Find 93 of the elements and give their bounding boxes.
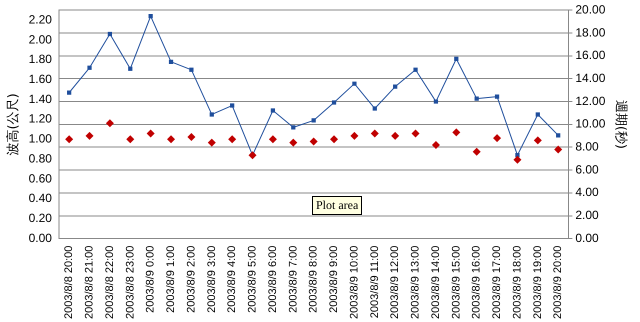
y2-tick-label: 16.00: [575, 48, 606, 62]
y2-tick-label: 10.00: [575, 116, 606, 131]
point: [148, 14, 153, 18]
y2-axis-title: 週期(秒): [612, 100, 628, 149]
x-tick-label: 2003/8/9 4:00: [226, 246, 238, 313]
x-tick-label: 2003/8/9 5:00: [246, 246, 259, 313]
x-tick-label: 2003/8/8 20:00: [63, 246, 76, 320]
x-tick-label: 2003/8/9 14:00: [430, 246, 442, 320]
point: [352, 82, 357, 86]
y-axis-title: 波高(公尺): [5, 93, 22, 156]
point: [513, 156, 522, 164]
x-tick-label: 2003/8/9 17:00: [491, 246, 504, 320]
x-tick-label: 2003/8/9 1:00: [165, 246, 178, 313]
y-tick-label: 1.20: [28, 112, 52, 126]
point: [330, 135, 338, 144]
point: [187, 132, 196, 141]
point: [228, 135, 236, 144]
point: [86, 132, 94, 140]
y-tick-label: 2.20: [28, 12, 52, 26]
x-tick-label: 2003/8/9 20:00: [552, 246, 564, 320]
point: [289, 138, 298, 147]
point: [452, 128, 460, 136]
annotation: Plot area: [312, 196, 362, 215]
y-tick-label: 0.60: [28, 171, 52, 186]
point: [67, 90, 72, 95]
y2-tick-label: 6.00: [575, 162, 600, 176]
point: [189, 68, 194, 72]
y2-tick-label: 0.00: [575, 230, 600, 245]
point: [106, 119, 114, 128]
y-tick-label: 1.60: [28, 72, 52, 86]
x-tick-label: 2003/8/9 9:00: [328, 246, 340, 313]
point: [370, 130, 379, 138]
point: [393, 84, 398, 89]
point: [432, 140, 440, 149]
point: [372, 106, 377, 111]
point: [534, 136, 542, 144]
point: [168, 60, 174, 64]
point: [87, 66, 92, 70]
point: [208, 138, 216, 147]
y-tick-label: 1.80: [28, 52, 52, 66]
point: [128, 66, 132, 71]
x-tick-label: 2003/8/9 7:00: [287, 246, 300, 313]
point: [146, 130, 155, 138]
point: [312, 118, 316, 123]
point: [493, 134, 502, 142]
y2-tick-label: 12.00: [575, 94, 606, 108]
point: [210, 112, 214, 117]
x-tick-label: 2003/8/9 2:00: [185, 246, 198, 313]
x-tick-label: 2003/8/9 13:00: [410, 246, 422, 320]
y-tick-label: 2.00: [28, 32, 52, 46]
y2-tick-label: 18.00: [575, 25, 606, 40]
point: [413, 68, 418, 72]
point: [556, 133, 560, 138]
point: [350, 132, 358, 140]
y-tick-label: 0.80: [28, 151, 52, 166]
x-tick-label: 2003/8/8 22:00: [104, 246, 116, 320]
x-tick-label: 2003/8/9 11:00: [368, 246, 381, 318]
point: [536, 112, 540, 117]
y-tick-label: 0.20: [28, 211, 52, 226]
x-tick-label: 2003/8/9 15:00: [450, 246, 462, 320]
point: [291, 125, 296, 130]
y-tick-label: 1.40: [28, 92, 52, 106]
x-tick-label: 2003/8/9 0:00: [144, 246, 157, 313]
x-tick-label: 2003/8/9 3:00: [206, 246, 218, 313]
x-tick-label: 2003/8/9 8:00: [308, 246, 320, 313]
y2-tick-label: 20.00: [575, 2, 606, 17]
y-tick-label: 1.00: [28, 132, 52, 146]
point: [310, 138, 318, 146]
x-tick-label: 2003/8/8 23:00: [124, 246, 136, 320]
y2-tick-label: 4.00: [575, 185, 600, 200]
x-tick-label: 2003/8/9 10:00: [348, 246, 360, 320]
x-tick-label: 2003/8/9 16:00: [470, 246, 483, 320]
point: [391, 132, 400, 140]
point: [554, 146, 562, 154]
point: [230, 103, 234, 108]
y2-tick-label: 2.00: [575, 208, 600, 222]
point: [412, 130, 420, 138]
y2-tick-label: 8.00: [575, 140, 600, 154]
point: [454, 56, 458, 61]
point: [126, 135, 134, 144]
x-tick-label: 2003/8/9 18:00: [511, 246, 524, 320]
x-tick-label: 2003/8/8 21:00: [84, 246, 96, 320]
x-tick-label: 2003/8/9 19:00: [532, 246, 544, 320]
point: [474, 96, 479, 101]
x-tick-label: 2003/8/9 12:00: [389, 246, 402, 320]
point: [268, 135, 277, 144]
point: [167, 135, 176, 144]
point: [472, 148, 481, 156]
point: [65, 135, 74, 144]
x-tick-label: 2003/8/9 6:00: [266, 246, 279, 313]
y-tick-label: 0.00: [28, 230, 52, 245]
y2-tick-label: 14.00: [575, 71, 606, 86]
y-tick-label: 0.40: [28, 191, 52, 206]
